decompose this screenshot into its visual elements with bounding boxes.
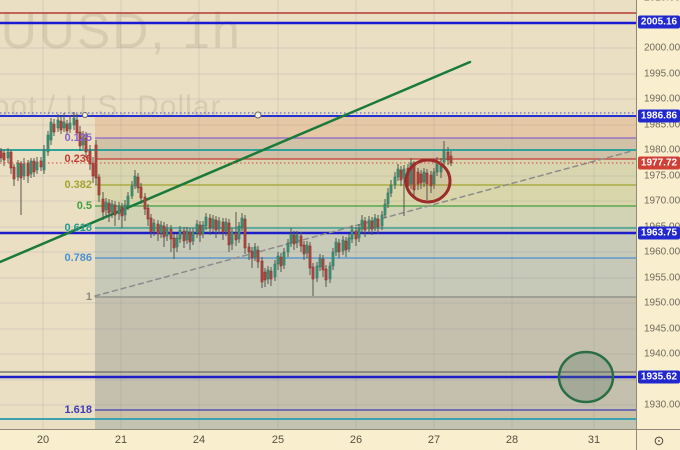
price-axis-label: 1980.00 xyxy=(644,144,680,156)
fib-fill-band xyxy=(95,185,636,206)
fib-fill-band xyxy=(95,116,636,138)
time-axis[interactable]: 20 21 24 25 26 27 28 31 xyxy=(0,429,636,450)
candles-layer xyxy=(0,112,453,296)
circle-annotation-entry[interactable] xyxy=(404,158,452,204)
price-badge: 1963.75 xyxy=(638,226,680,240)
trendline-dashed[interactable] xyxy=(94,150,633,297)
price-axis-label: 2010.00 xyxy=(644,0,680,4)
time-axis-label: 20 xyxy=(36,434,50,446)
price-axis-label: 1970.00 xyxy=(644,195,680,207)
time-axis-label: 26 xyxy=(349,434,363,446)
price-axis-label: 1955.00 xyxy=(644,272,680,284)
price-badge: 1986.86 xyxy=(638,109,680,123)
price-axis-label: 2000.00 xyxy=(644,42,680,54)
time-axis-label: 25 xyxy=(271,434,285,446)
price-axis-label: 1975.00 xyxy=(644,170,680,182)
time-axis-label: 24 xyxy=(192,434,206,446)
time-axis-label: 31 xyxy=(587,434,601,446)
drawing-anchor-handle[interactable] xyxy=(254,111,262,119)
price-badge: 1935.62 xyxy=(638,370,680,384)
price-axis[interactable]: 2010.00 2000.00 1995.00 1990.00 1985.00 1980.… xyxy=(636,0,680,429)
fib-fill-band xyxy=(95,410,636,419)
price-axis-label: 1940.00 xyxy=(644,348,680,360)
price-badge: 1977.72 xyxy=(638,156,680,170)
fib-fill-band xyxy=(95,258,636,297)
circle-annotation-target[interactable] xyxy=(557,350,615,404)
price-axis-label: 1985.00 xyxy=(644,119,680,131)
fib-fill-band xyxy=(95,138,636,159)
price-axis-label: 1930.00 xyxy=(644,399,680,411)
price-axis-label: 1990.00 xyxy=(644,93,680,105)
price-axis-label: 1960.00 xyxy=(644,246,680,258)
fib-fill-band xyxy=(95,419,636,429)
trendline-green[interactable] xyxy=(0,60,472,264)
price-axis-label: 1995.00 xyxy=(644,68,680,80)
price-axis-label: 1945.00 xyxy=(644,323,680,335)
price-badge: 2005.16 xyxy=(638,15,680,29)
time-axis-label: 27 xyxy=(427,434,441,446)
axis-settings-corner: ⊙ xyxy=(636,429,680,450)
price-axis-label: 1950.00 xyxy=(644,297,680,309)
gear-icon[interactable]: ⊙ xyxy=(653,433,665,448)
drawing-anchor-handle[interactable] xyxy=(82,112,88,118)
chart-plot-area[interactable]: XAUUSD, 1h Gold Spot / U.S. Dollar 0.125… xyxy=(0,0,636,429)
fib-fill-band xyxy=(95,297,636,410)
time-axis-label: 21 xyxy=(114,434,128,446)
chart-canvas[interactable] xyxy=(0,0,636,429)
time-axis-label: 28 xyxy=(505,434,519,446)
